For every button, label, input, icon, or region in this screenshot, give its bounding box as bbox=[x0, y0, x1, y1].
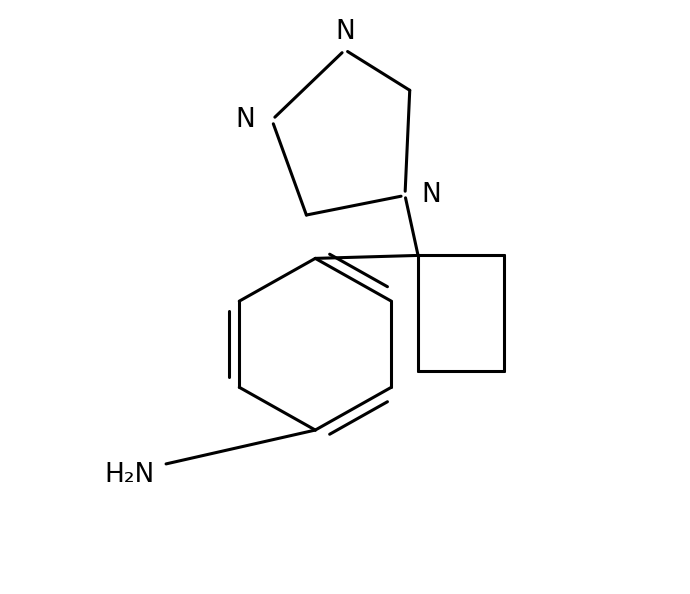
Text: N: N bbox=[422, 182, 442, 208]
Text: N: N bbox=[235, 107, 255, 133]
Text: N: N bbox=[335, 19, 355, 45]
Text: H₂N: H₂N bbox=[104, 462, 155, 488]
